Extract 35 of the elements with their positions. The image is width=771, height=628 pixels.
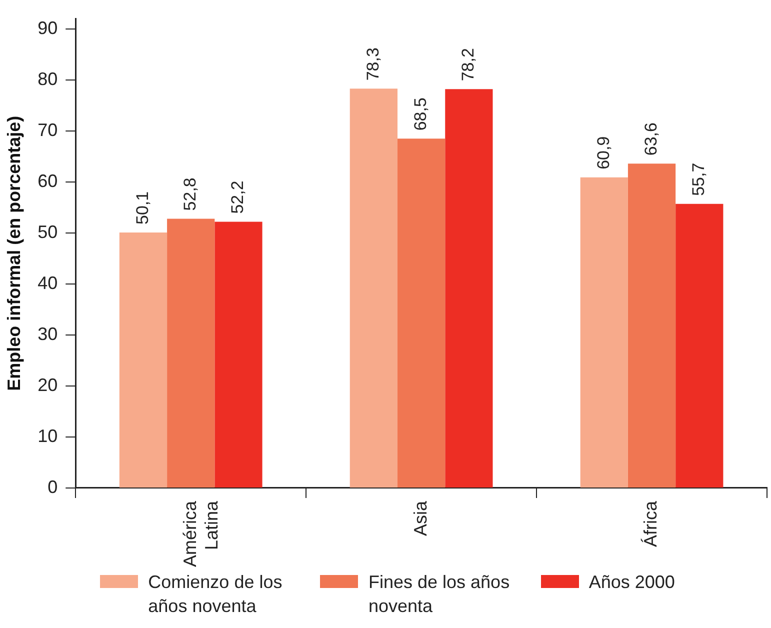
- data-label: 50,1: [132, 191, 152, 224]
- legend-label: Fines de los años noventa: [368, 571, 511, 618]
- x-tick-label: África: [640, 500, 661, 547]
- y-tick-label: 50: [38, 222, 58, 242]
- data-label: 60,9: [594, 136, 613, 170]
- y-axis-title: Empleo informal (en porcentaje): [4, 116, 24, 391]
- bar: [676, 204, 724, 488]
- bar: [350, 88, 398, 488]
- y-tick-label: 80: [38, 68, 58, 89]
- x-tick-label: Asia: [410, 500, 430, 536]
- data-label: 52,2: [228, 180, 248, 214]
- data-label: 68,5: [411, 98, 430, 131]
- y-tick-label: 0: [48, 476, 58, 497]
- y-tick-label: 60: [38, 170, 58, 191]
- y-tick-label: 70: [38, 120, 58, 140]
- bar: [445, 89, 493, 488]
- bar: [628, 164, 676, 488]
- y-tick-label: 90: [38, 18, 58, 38]
- x-tick-label: América Latina: [180, 500, 222, 567]
- data-label: 78,2: [458, 48, 478, 82]
- legend-label: Comienzo de los años noventa: [148, 571, 284, 618]
- bar: [397, 138, 446, 488]
- y-tick-label: 10: [38, 426, 58, 446]
- y-tick-label: 20: [38, 374, 58, 395]
- y-tick-label: 40: [38, 272, 58, 293]
- data-label: 52,8: [180, 178, 200, 211]
- y-tick-label: 30: [38, 324, 58, 344]
- legend-label: Años 2000: [588, 571, 675, 594]
- bar: [580, 177, 628, 488]
- data-label: 55,7: [689, 162, 708, 196]
- data-label: 78,3: [363, 48, 382, 81]
- bar: [214, 222, 262, 488]
- bar: [119, 232, 168, 488]
- bar: [167, 218, 215, 488]
- data-label: 63,6: [641, 122, 660, 156]
